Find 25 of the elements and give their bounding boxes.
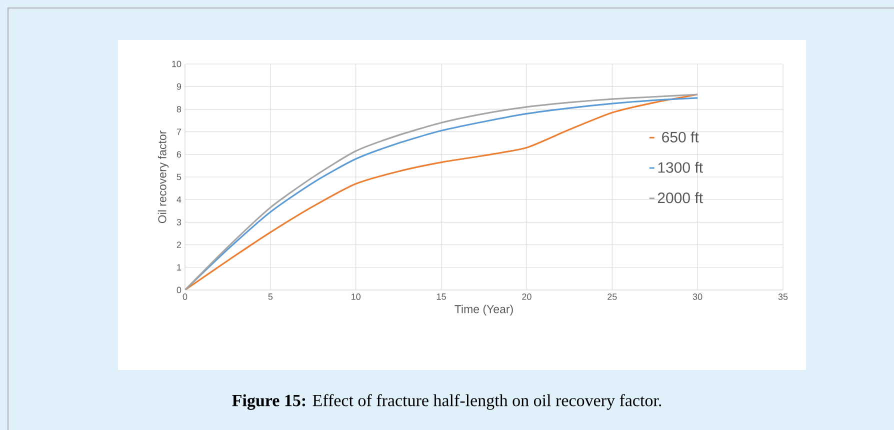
y-tick-label: 8 — [176, 106, 182, 112]
x-tick-label: 10 — [352, 294, 361, 300]
y-tick-label: 10 — [172, 60, 182, 68]
x-tick-label: 30 — [692, 294, 702, 300]
x-tick-label: 0 — [182, 294, 188, 300]
y-tick-label: 7 — [176, 128, 182, 135]
y-tick-label: 6 — [176, 151, 182, 158]
text: Figure 15: Effect of fracture half-length on oil recovery factor. — [232, 394, 662, 410]
x-tick-label: 5 — [268, 294, 273, 300]
x-axis-title: Time (Year) — [454, 304, 513, 316]
legend-label: 650 ft — [662, 131, 699, 142]
x-tick-label: 20 — [522, 294, 532, 300]
y-tick-label: 9 — [176, 83, 182, 90]
y-tick-label: 5 — [176, 174, 182, 180]
y-tick-label: 4 — [176, 196, 182, 203]
legend-label: 1300 ft — [658, 162, 703, 173]
legend-label: 2000 ft — [658, 192, 703, 204]
y-tick-label: 1 — [177, 264, 182, 270]
y-tick-label: 2 — [176, 242, 182, 248]
x-tick-label: 15 — [436, 294, 446, 300]
y-axis-title: Oil recovery factor — [158, 130, 169, 224]
x-tick-label: 35 — [778, 294, 788, 300]
x-tick-label: 25 — [608, 294, 617, 300]
y-tick-label: 3 — [176, 218, 182, 226]
y-tick-label: 0 — [176, 286, 182, 294]
